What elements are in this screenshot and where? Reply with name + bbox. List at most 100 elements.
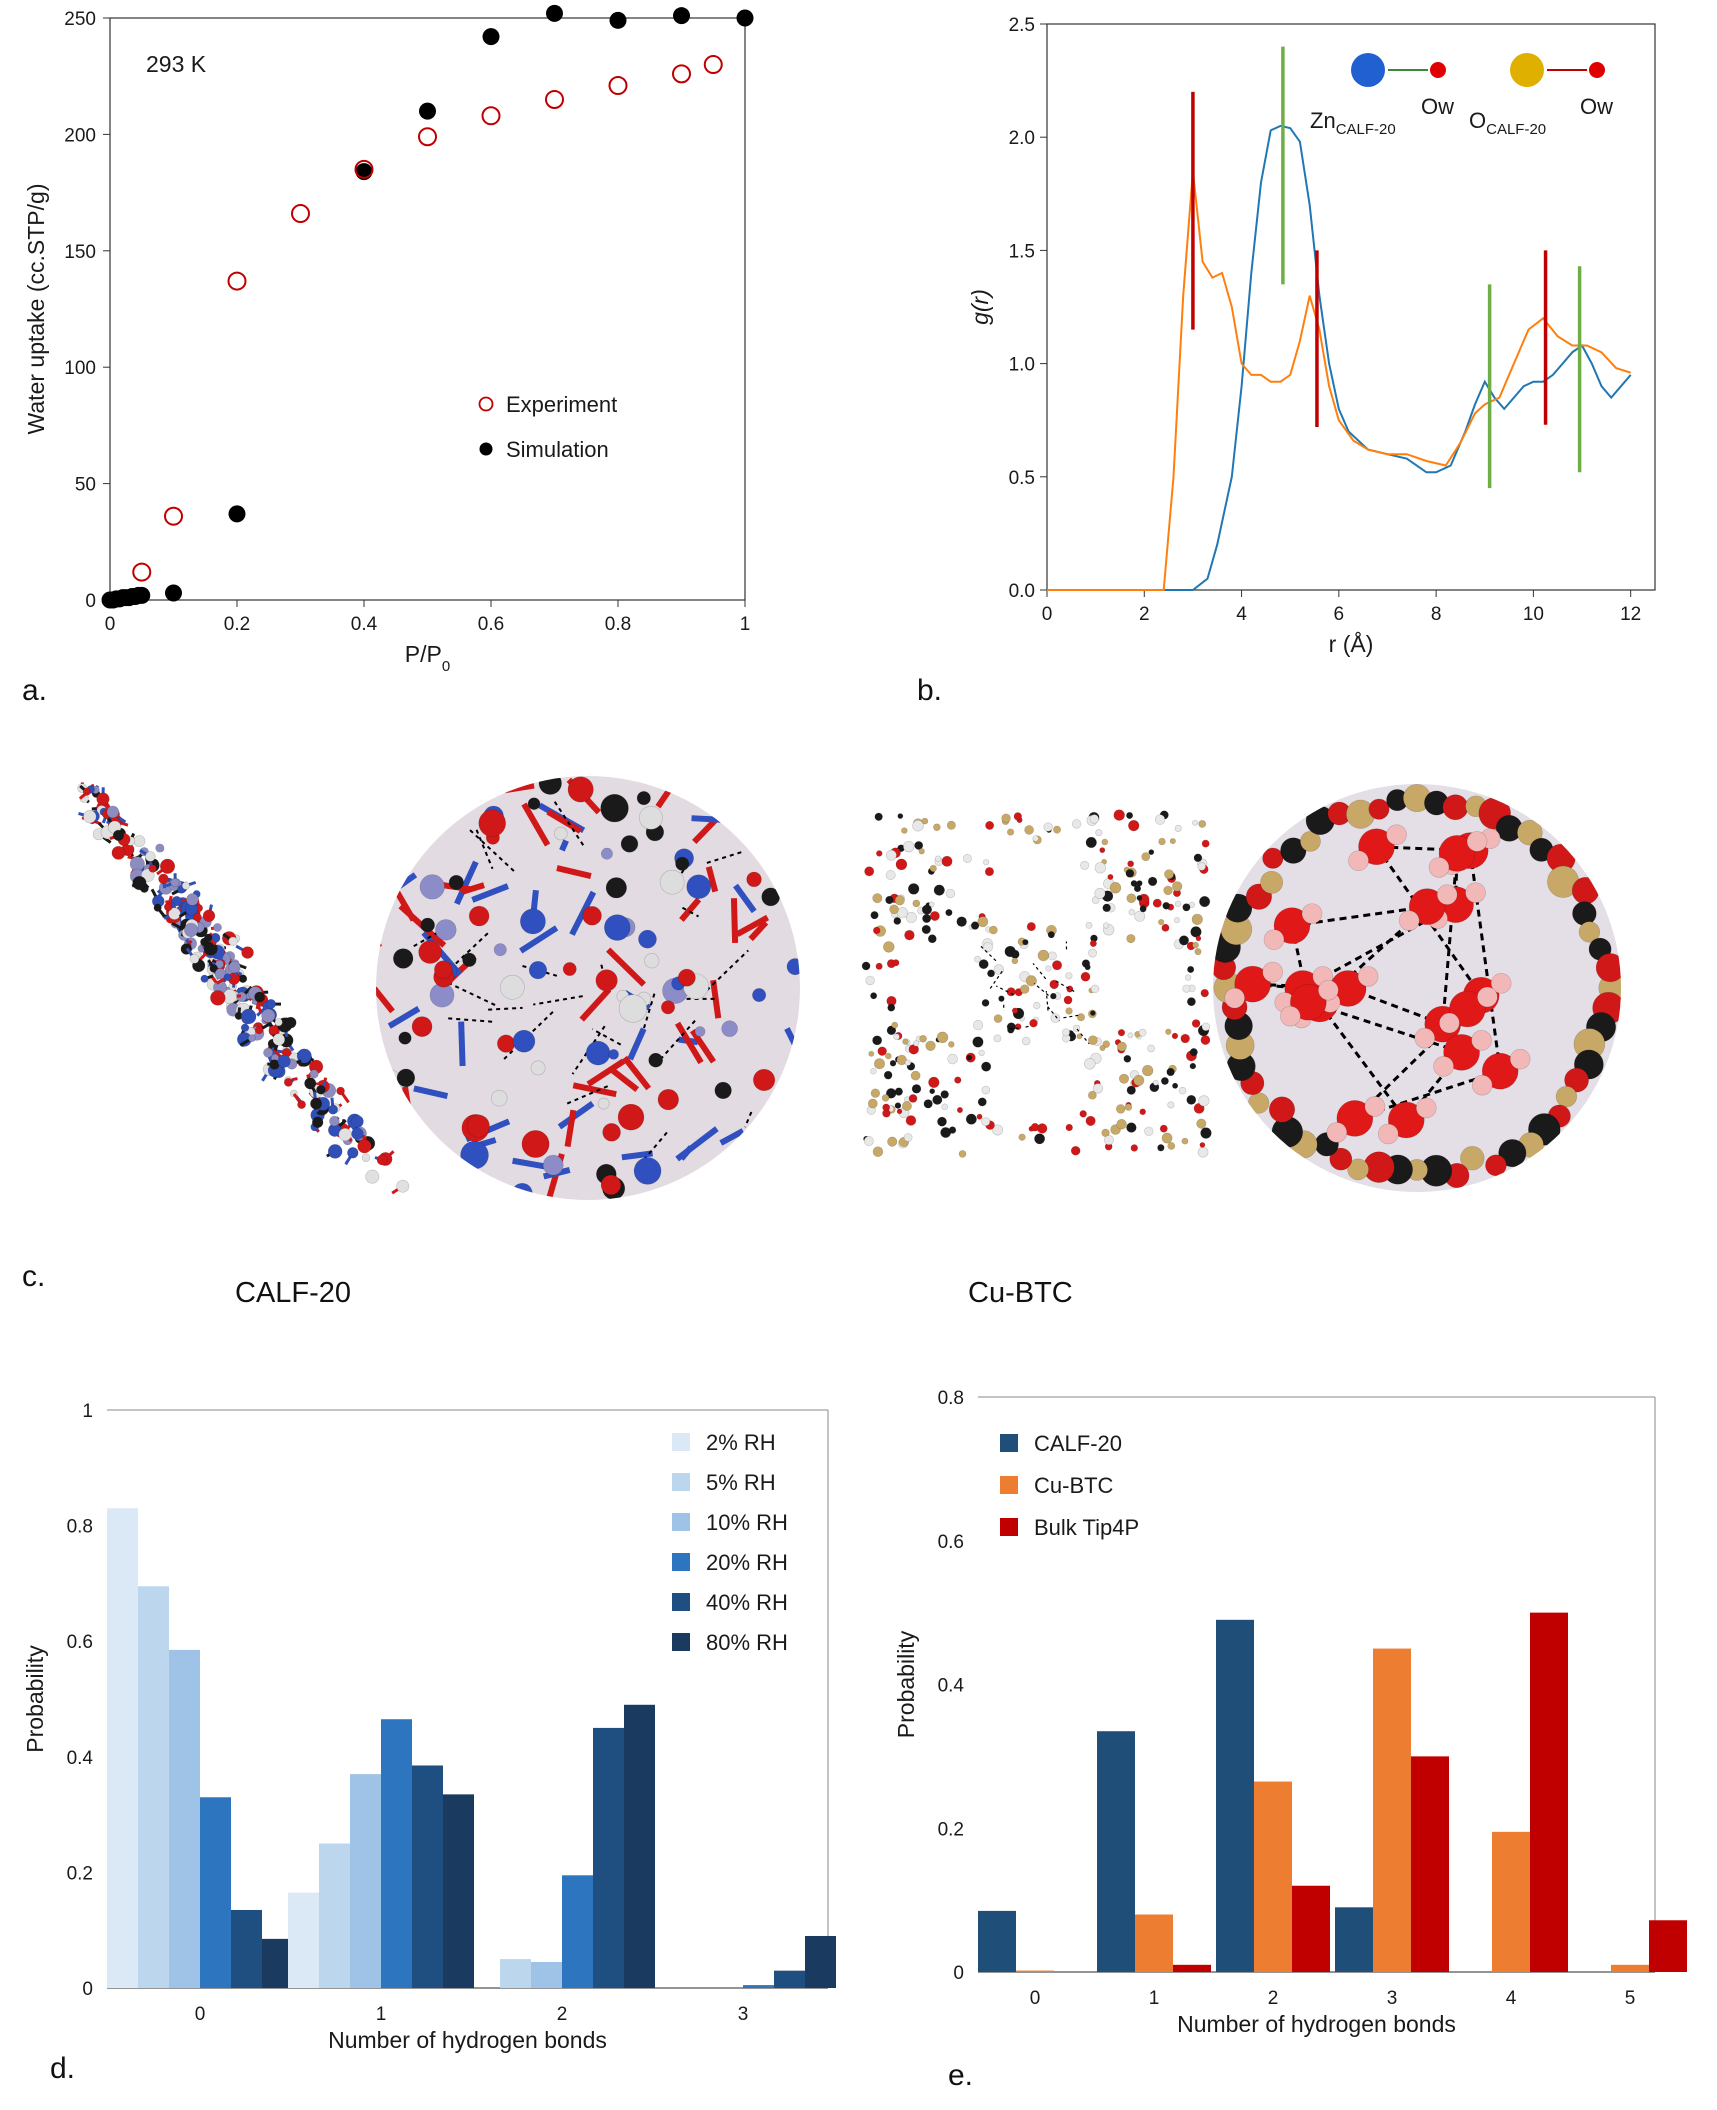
y-axis-label: Water uptake (cc.STP/g)	[23, 184, 49, 435]
atom	[1139, 1108, 1147, 1116]
atom	[468, 905, 490, 927]
atom	[910, 1070, 921, 1081]
atom	[1026, 922, 1036, 932]
bar	[1373, 1648, 1411, 1972]
atom	[1465, 882, 1486, 903]
atom	[993, 1014, 1003, 1023]
legend-swatch	[672, 1593, 690, 1611]
atom	[1116, 1041, 1127, 1052]
atom	[897, 813, 904, 819]
atom	[1085, 921, 1093, 929]
hbond-material-bar-chart: 0 0.2 0.4 0.6 0.8 0 1 2 3 4 5 Number of hydrogen bo…	[893, 1388, 1687, 2037]
atom	[528, 961, 548, 980]
atom	[254, 991, 266, 1003]
bond	[775, 1141, 798, 1186]
hydrogen-bond	[1033, 982, 1049, 996]
atom	[1001, 813, 1011, 823]
atom	[1368, 798, 1390, 820]
atom	[872, 926, 881, 935]
atom	[1564, 1067, 1589, 1093]
atom	[905, 1115, 917, 1126]
atom	[316, 1084, 326, 1095]
atom	[1290, 983, 1327, 1021]
legend-experiment-label: Experiment	[506, 392, 617, 417]
atom	[928, 1076, 940, 1088]
atom	[1013, 812, 1022, 821]
atom	[520, 908, 546, 935]
atom	[901, 1101, 912, 1111]
atom	[1102, 903, 1111, 913]
y-tick-label: 0	[85, 591, 96, 612]
simulation-point	[228, 505, 246, 523]
atom	[1113, 809, 1125, 821]
atom	[1262, 961, 1283, 983]
atom	[981, 1085, 991, 1095]
atom	[1408, 888, 1446, 925]
y-tick-label: 1	[82, 1401, 93, 1422]
calf20-framework-illustration	[77, 782, 410, 1195]
temperature-annotation: 293 K	[146, 51, 207, 77]
atom	[1080, 860, 1090, 870]
atom	[1071, 819, 1082, 829]
x-tick-label: 6	[1334, 604, 1345, 625]
atom	[1182, 984, 1191, 993]
bond	[609, 1066, 640, 1092]
atom	[948, 1126, 957, 1134]
atom	[1174, 824, 1182, 833]
atom	[1159, 1124, 1168, 1133]
atom	[1196, 1118, 1207, 1129]
atom	[393, 948, 414, 969]
atom	[1200, 1035, 1211, 1045]
atom	[1091, 896, 1100, 905]
atom	[447, 1185, 462, 1199]
atom	[919, 1034, 927, 1043]
atom	[691, 1178, 708, 1196]
atom	[228, 936, 238, 947]
x-tick-label: 1	[1149, 1988, 1160, 2009]
atom	[82, 787, 91, 796]
atom	[1197, 1146, 1209, 1158]
y-tick-label: 2.0	[1009, 128, 1035, 149]
legend-partner-label: Ow	[1421, 94, 1454, 119]
hydrogen-bond	[475, 829, 494, 870]
bar	[1530, 1612, 1568, 1972]
legend-label: 5% RH	[706, 1470, 776, 1495]
atom	[912, 899, 921, 908]
bond	[793, 917, 800, 934]
bond	[679, 1145, 694, 1161]
atom	[168, 907, 181, 920]
atom	[1555, 1085, 1578, 1108]
atom	[1329, 1147, 1353, 1171]
bar	[1173, 1964, 1211, 1972]
atom	[972, 1036, 984, 1048]
bond	[382, 797, 403, 829]
legend-swatch	[672, 1553, 690, 1571]
atom	[554, 826, 568, 841]
hydrogen-bond	[1060, 1014, 1079, 1019]
atom	[106, 805, 120, 819]
atom	[675, 856, 690, 871]
bond	[463, 1195, 500, 1200]
atom	[958, 1150, 967, 1158]
atom	[1095, 829, 1103, 837]
atom	[1234, 965, 1271, 1003]
hydrogen-bond	[706, 850, 746, 864]
atom	[1364, 1096, 1386, 1117]
atom	[941, 1103, 949, 1111]
simulation-point	[482, 28, 500, 46]
atom	[892, 959, 900, 967]
atom	[1164, 869, 1174, 880]
legend-label: CALF-20	[1034, 1431, 1122, 1456]
atom	[886, 1025, 897, 1036]
atom	[1171, 1032, 1179, 1040]
atom	[1414, 1027, 1436, 1049]
atom	[435, 919, 457, 941]
atom	[542, 1154, 564, 1176]
atom	[903, 1133, 913, 1142]
ow-atom-icon	[1430, 62, 1446, 78]
y-tick-label: 0.4	[67, 1748, 94, 1769]
atom	[1070, 1145, 1081, 1156]
atom	[904, 1059, 912, 1066]
atom	[925, 1040, 936, 1051]
atom	[1415, 1097, 1437, 1119]
